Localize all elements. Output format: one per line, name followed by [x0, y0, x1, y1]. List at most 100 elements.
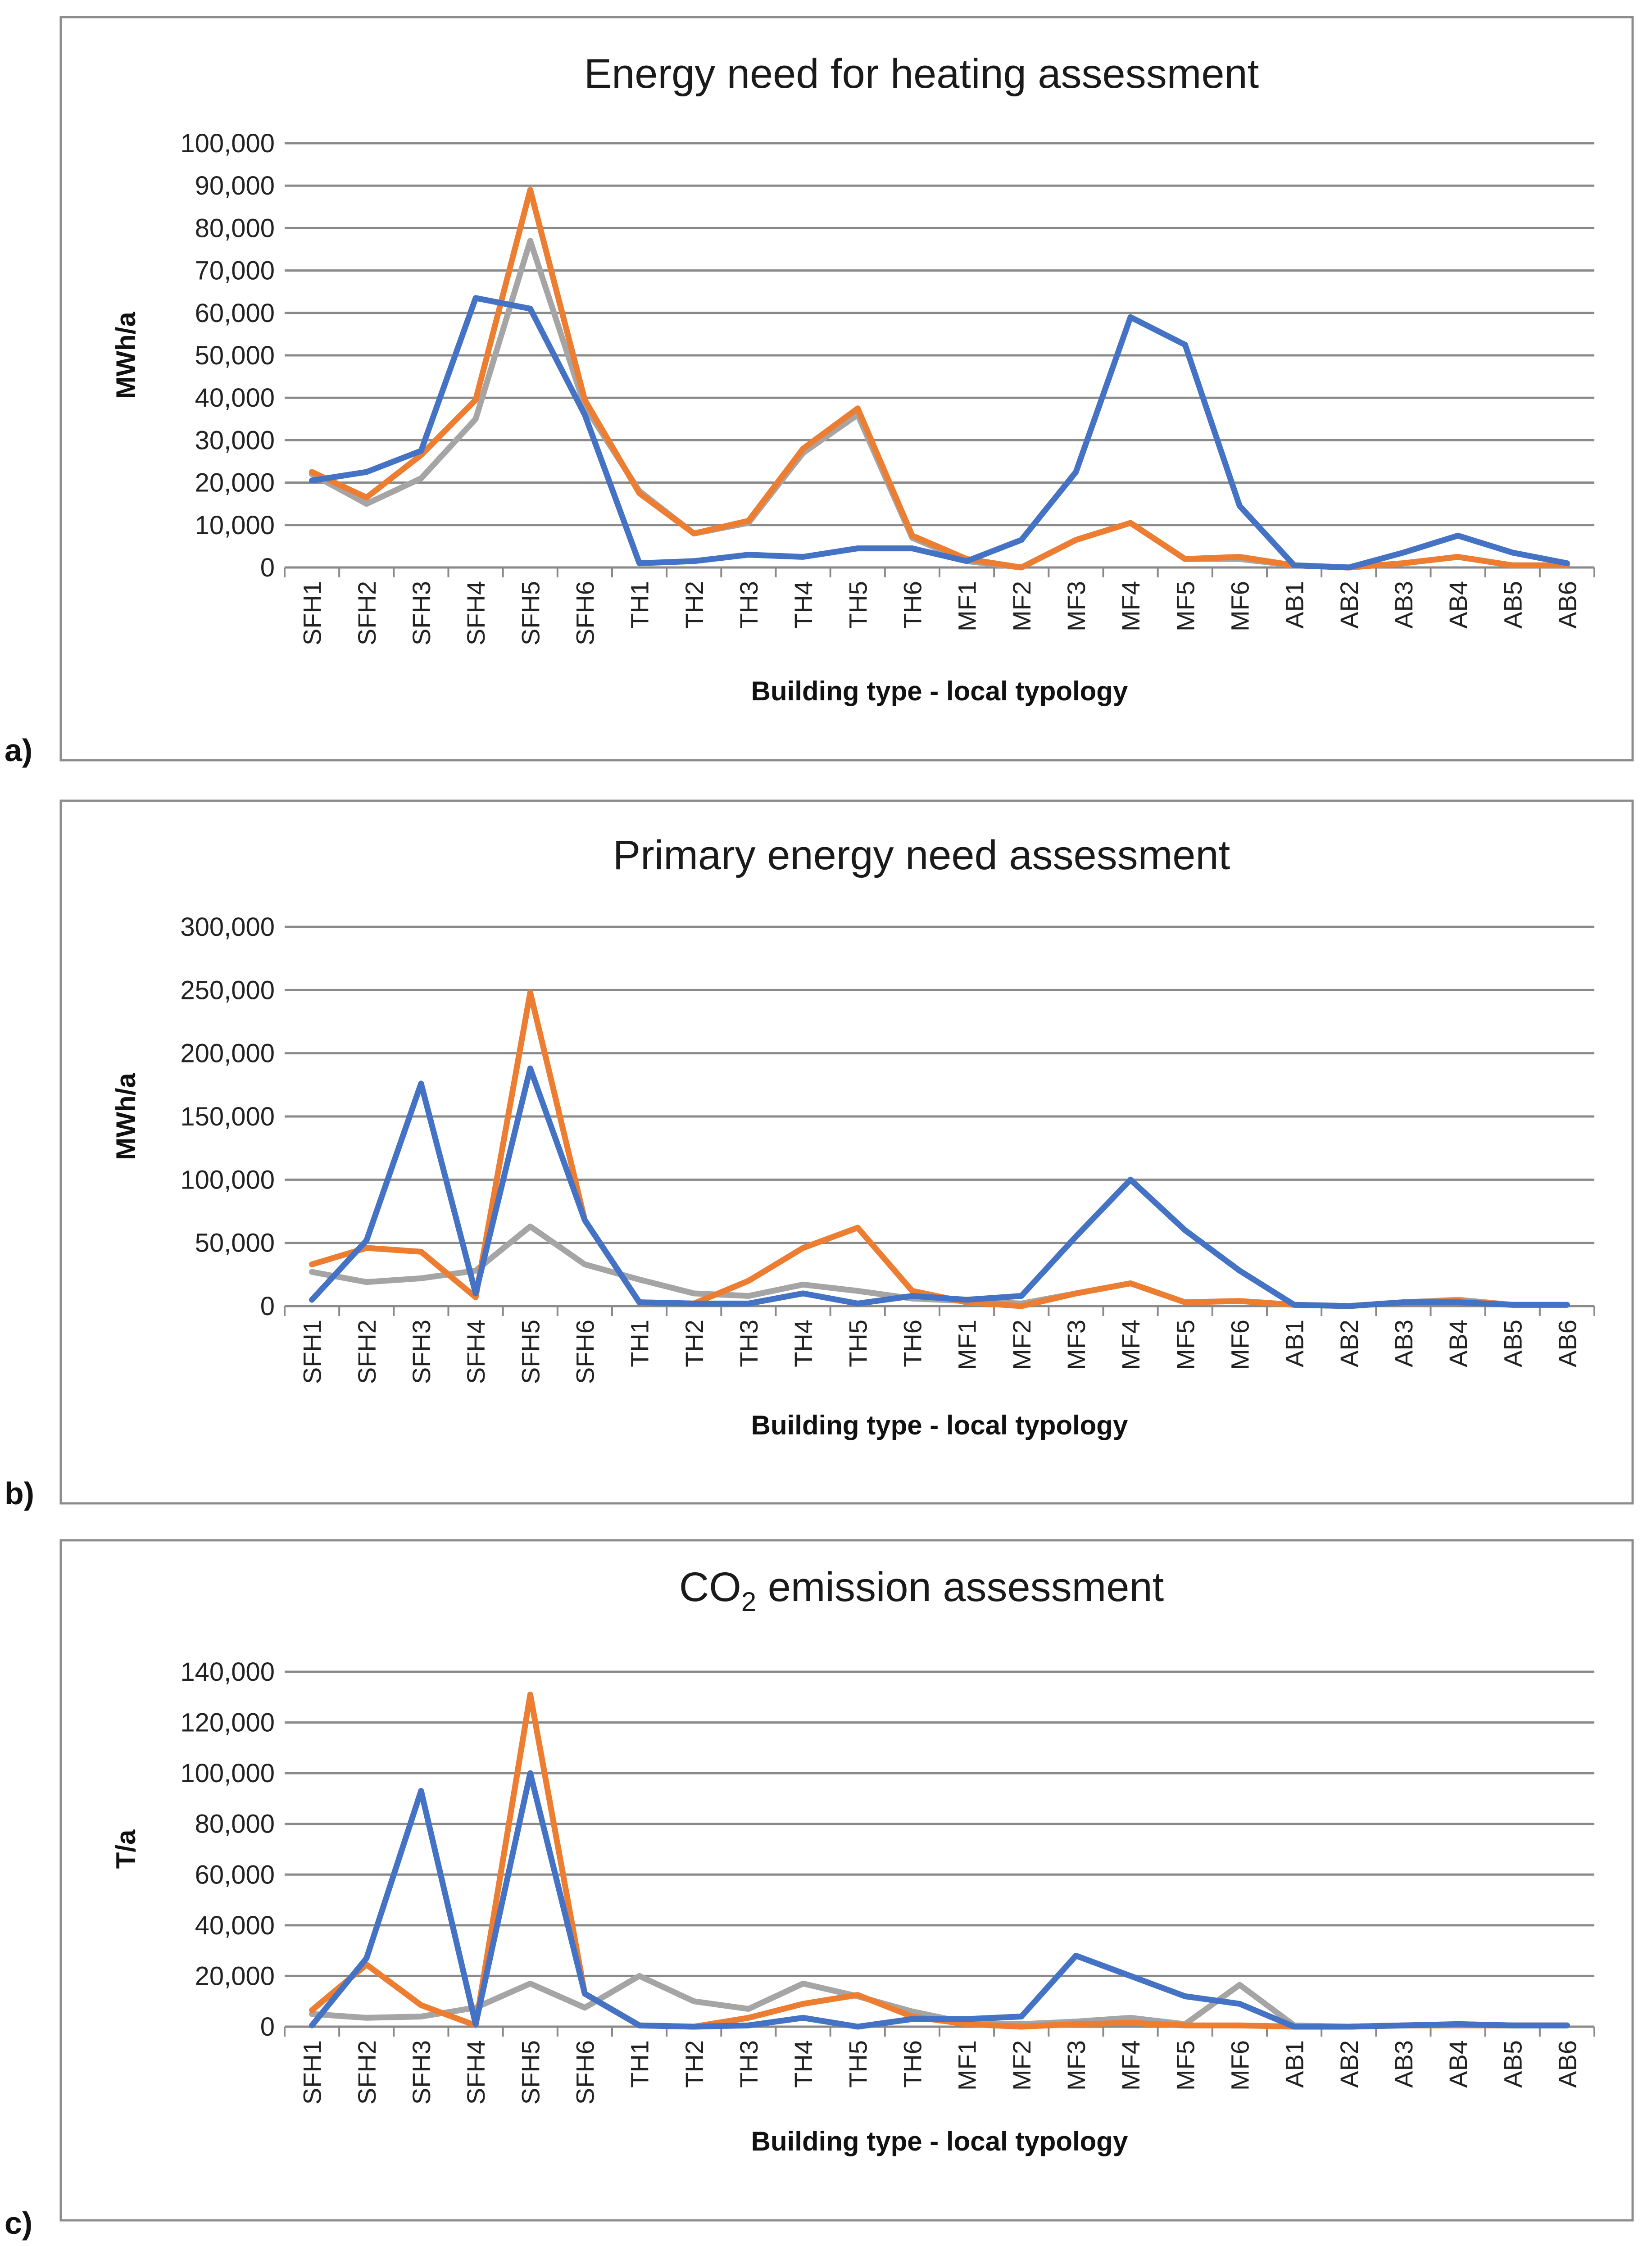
data-point	[530, 308, 531, 309]
data-point	[857, 2026, 858, 2027]
y-tick-label: 300,000	[180, 912, 275, 942]
y-tick-label: 120,000	[180, 1708, 275, 1738]
x-tick-label: TH4	[789, 2040, 817, 2088]
data-point	[748, 554, 749, 555]
x-tick-label: SFH3	[407, 1320, 436, 1384]
x-tick-label: SFH1	[298, 581, 327, 645]
data-point	[530, 1226, 531, 1227]
chart-title: CO2 emission assessment	[679, 1564, 1164, 1617]
data-point	[748, 2025, 749, 2026]
data-point	[1021, 1306, 1022, 1307]
data-point	[420, 1790, 422, 1792]
x-axis-title: Building type - local typology	[751, 2126, 1128, 2156]
data-point	[1348, 1306, 1349, 1307]
x-tick-label: AB2	[1335, 581, 1363, 629]
y-tick-label: 250,000	[180, 976, 275, 1005]
x-tick-label: TH2	[680, 581, 708, 629]
data-point	[639, 1279, 640, 1280]
x-tick-label: MF3	[1062, 1320, 1090, 1370]
x-tick-label: TH3	[735, 1320, 763, 1367]
data-point	[1021, 2016, 1022, 2017]
x-tick-label: TH1	[626, 581, 654, 629]
data-point	[748, 520, 749, 522]
data-point	[311, 2025, 313, 2026]
data-point	[1566, 2025, 1568, 2026]
panel-frame	[59, 16, 1634, 762]
data-point	[1021, 567, 1022, 568]
data-point	[1512, 2025, 1513, 2026]
data-point	[366, 1958, 367, 1959]
data-point	[366, 1964, 367, 1965]
y-tick-label: 40,000	[195, 383, 275, 413]
data-point	[366, 1281, 367, 1283]
data-point	[857, 1290, 858, 1292]
x-tick-label: MF3	[1062, 2040, 1090, 2091]
data-point	[1293, 565, 1295, 566]
y-tick-label: 20,000	[195, 468, 275, 498]
data-point	[366, 497, 367, 498]
x-tick-label: SFH4	[462, 581, 490, 645]
x-tick-label: SFH6	[571, 2040, 599, 2105]
data-point	[857, 408, 858, 409]
data-point	[748, 2008, 749, 2010]
chart-title: Primary energy need assessment	[613, 832, 1230, 878]
data-point	[475, 1293, 477, 1294]
data-point	[1130, 522, 1131, 524]
data-point	[1402, 552, 1404, 554]
panel-frame	[59, 799, 1634, 1505]
data-point	[639, 1302, 640, 1303]
panel-label: a)	[5, 733, 32, 768]
x-tick-label: AB3	[1389, 1320, 1418, 1367]
x-tick-label: MF1	[953, 581, 981, 631]
y-tick-label: 150,000	[180, 1102, 275, 1131]
x-tick-label: SFH2	[353, 581, 381, 645]
x-axis-title: Building type - local typology	[751, 676, 1128, 706]
y-tick-label: 80,000	[195, 1810, 275, 1839]
data-point	[1239, 1270, 1240, 1271]
x-tick-label: TH5	[844, 581, 872, 629]
data-point	[530, 240, 531, 241]
x-tick-label: MF5	[1171, 581, 1199, 631]
data-point	[639, 1975, 640, 1977]
y-tick-label: 100,000	[180, 1759, 275, 1788]
x-tick-label: SFH5	[516, 2040, 545, 2105]
x-tick-label: AB2	[1335, 1320, 1363, 1367]
chart-panel: 0 20,000 40,000 60,000 80,000 100,000 120,000 1…	[5, 1539, 1634, 2241]
panel-frame	[59, 1539, 1634, 2222]
x-tick-label: AB1	[1280, 581, 1309, 629]
y-tick-label: 140,000	[180, 1657, 275, 1687]
x-tick-label: TH2	[680, 2040, 708, 2088]
chart-title-text: CO	[679, 1564, 741, 1610]
data-point	[857, 1227, 858, 1228]
data-point	[1457, 556, 1459, 558]
x-tick-label: AB4	[1444, 1320, 1472, 1367]
x-tick-label: TH6	[898, 1320, 926, 1367]
x-tick-label: TH6	[898, 581, 926, 629]
data-point	[748, 1303, 749, 1304]
data-point	[1512, 565, 1513, 566]
y-tick-label: 90,000	[195, 171, 275, 200]
data-point	[1021, 1295, 1022, 1297]
data-point	[311, 480, 313, 481]
data-point	[1021, 2026, 1022, 2027]
x-tick-label: MF6	[1225, 1320, 1254, 1370]
series-line-0	[309, 295, 1570, 571]
x-tick-label: MF6	[1225, 2040, 1254, 2091]
y-tick-label: 50,000	[195, 1229, 275, 1258]
data-point	[1293, 2026, 1295, 2027]
x-tick-label: MF2	[1008, 1320, 1036, 1370]
data-point	[1130, 1179, 1131, 1180]
y-tick-label: 80,000	[195, 213, 275, 243]
x-tick-label: SFH5	[516, 581, 545, 645]
data-point	[530, 189, 531, 191]
data-point	[584, 399, 585, 400]
data-point	[1130, 317, 1131, 318]
x-tick-label: AB4	[1444, 2040, 1472, 2088]
y-tick-label: 60,000	[195, 299, 275, 328]
data-point	[857, 1994, 858, 1996]
x-axis-title: Building type - local typology	[751, 1410, 1128, 1440]
x-tick-label: SFH2	[353, 1320, 381, 1384]
data-point	[748, 1280, 749, 1281]
x-tick-label: AB3	[1389, 2040, 1418, 2088]
x-tick-label: TH5	[844, 1320, 872, 1367]
